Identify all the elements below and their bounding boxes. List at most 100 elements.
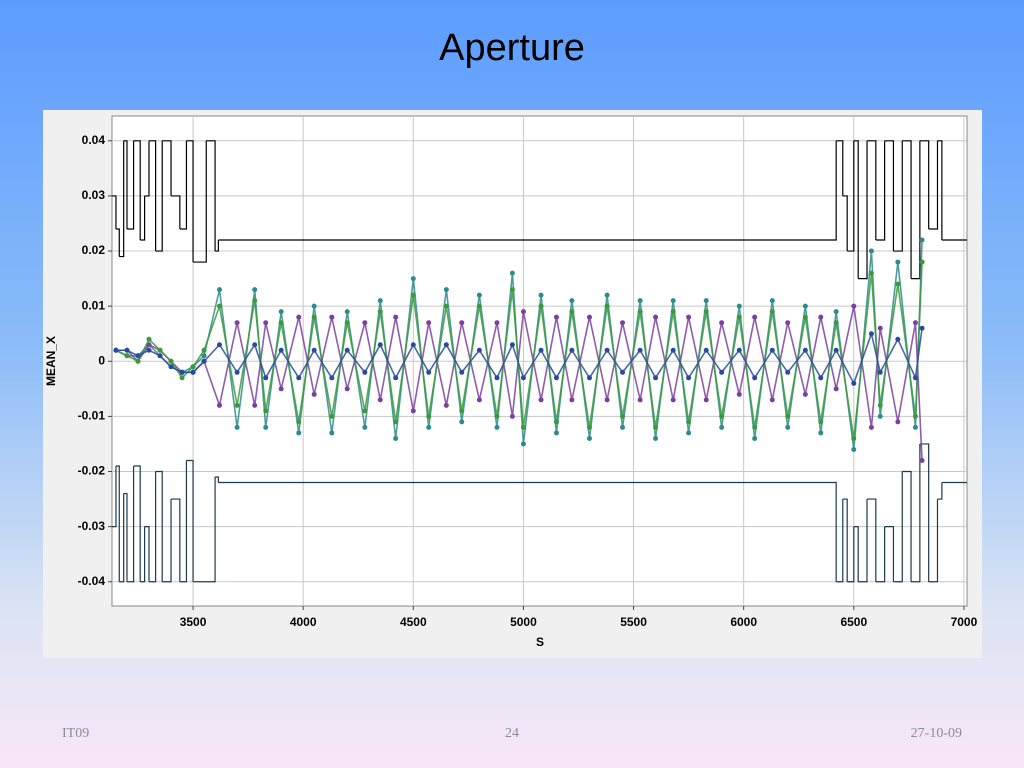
trajectory-point [769, 347, 775, 353]
trajectory-point [604, 292, 610, 298]
trajectory-point [620, 413, 626, 419]
trajectory-point [851, 446, 857, 452]
trajectory-point [311, 314, 317, 320]
trajectory-point [719, 413, 725, 419]
trajectory-point [752, 375, 758, 381]
aperture-step [893, 471, 903, 583]
aperture-step [193, 140, 207, 263]
trajectory-point [168, 358, 174, 364]
trajectory-point [553, 419, 559, 425]
trajectory-point [509, 413, 515, 419]
trajectory-point [263, 408, 269, 414]
aperture-step [928, 499, 939, 583]
trajectory-point [538, 397, 544, 403]
aperture-step [206, 140, 216, 252]
trajectory-point [362, 424, 368, 430]
y-tick-label: -0.04 [78, 574, 106, 588]
y-tick-label: -0.01 [78, 409, 106, 423]
aperture-step [112, 466, 117, 528]
aperture-step [919, 443, 930, 582]
trajectory-point [569, 298, 575, 304]
trajectory-point [520, 441, 526, 447]
trajectory-point [234, 369, 240, 375]
trajectory-point [410, 292, 416, 298]
trajectory-point [653, 314, 659, 320]
trajectory-point [620, 369, 626, 375]
trajectory-point [752, 435, 758, 441]
trajectory-point [703, 347, 709, 353]
x-tick-label: 3500 [180, 615, 207, 629]
trajectory-point [895, 281, 901, 287]
trajectory-point [296, 430, 302, 436]
trajectory-point [877, 325, 883, 331]
aperture-step [149, 140, 157, 252]
trajectory-point [362, 320, 368, 326]
x-tick-label: 6000 [730, 615, 757, 629]
trajectory-point [344, 347, 350, 353]
trajectory-point [877, 369, 883, 375]
trajectory-point [509, 342, 515, 348]
trajectory-point [670, 309, 676, 315]
trajectory-point [377, 298, 383, 304]
aperture-step [847, 526, 855, 583]
trajectory-point [146, 336, 152, 342]
trajectory-point [604, 397, 610, 403]
aperture-step [218, 140, 837, 241]
trajectory-point [653, 375, 659, 381]
trajectory-point [263, 424, 269, 430]
aperture-step [162, 499, 172, 583]
trajectory-point [769, 298, 775, 304]
trajectory-point [476, 397, 482, 403]
trajectory-point [912, 375, 918, 381]
trajectory-point [670, 397, 676, 403]
aperture-step [875, 526, 886, 583]
trajectory-point [201, 353, 207, 359]
trajectory-point [252, 287, 258, 293]
trajectory-point [216, 303, 222, 309]
y-tick-label: 0.01 [82, 298, 106, 312]
footer-date: 27-10-09 [911, 726, 962, 741]
trajectory-point [113, 347, 119, 353]
trajectory-point [769, 397, 775, 403]
trajectory-point [494, 375, 500, 381]
trajectory-point [520, 309, 526, 315]
aperture-step [937, 140, 943, 241]
aperture-step [218, 481, 837, 582]
trajectory-point [752, 424, 758, 430]
aperture-step [884, 140, 895, 252]
page-number: 24 [505, 726, 519, 741]
aperture-step [126, 466, 135, 583]
trajectory-point [802, 391, 808, 397]
trajectory-point [895, 419, 901, 425]
trajectory-point [509, 270, 515, 276]
trajectory-point [818, 430, 824, 436]
plot [112, 116, 967, 606]
trajectory-point [604, 303, 610, 309]
trajectory-point [201, 347, 207, 353]
aperture-step [867, 140, 877, 241]
x-tick-label: 4000 [290, 615, 317, 629]
trajectory-point [476, 292, 482, 298]
aperture-step [836, 140, 844, 196]
trajectory-point [736, 391, 742, 397]
trajectory-point [157, 347, 163, 353]
trajectory-point [818, 314, 824, 320]
trajectory-point [362, 408, 368, 414]
trajectory-point [263, 320, 269, 326]
aperture-step [162, 140, 172, 196]
trajectory-point [459, 408, 465, 414]
y-tick-label: 0.04 [82, 133, 106, 147]
trajectory-point [426, 424, 432, 430]
trajectory-point [868, 248, 874, 254]
y-tick-label: 0.03 [82, 188, 106, 202]
trajectory-point [377, 342, 383, 348]
aperture-step [186, 140, 194, 263]
trajectory-point [553, 430, 559, 436]
trajectory-point [670, 347, 676, 353]
aperture-step [842, 498, 848, 582]
aperture-step [911, 443, 921, 583]
trajectory-point [124, 353, 130, 359]
footer-left: IT09 [62, 726, 89, 741]
trajectory-point [459, 419, 465, 425]
